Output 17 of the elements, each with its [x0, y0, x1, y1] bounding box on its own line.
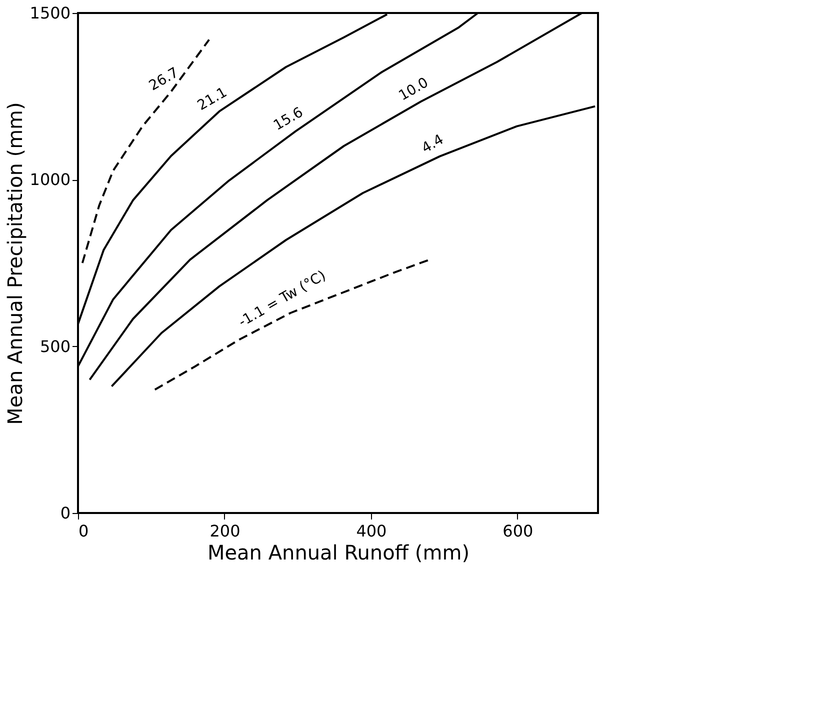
text: -1.1 = Tw (°C)	[236, 268, 329, 331]
y-tick-label: 500	[40, 336, 70, 356]
x-axis-title: Mean Annual Runoff (mm)	[207, 540, 470, 564]
y-tick-label: 1500	[30, 4, 70, 22]
x-tick-label: 200	[210, 522, 240, 540]
text: 26.7	[146, 64, 182, 94]
text: 10.0	[396, 74, 432, 104]
text: 15.6	[271, 104, 306, 134]
text: 21.1	[194, 84, 230, 114]
y-tick-label: 0	[60, 504, 70, 522]
text: 4.4	[419, 132, 447, 157]
x-tick-label: 400	[356, 522, 387, 540]
y-tick-label: 1000	[30, 170, 70, 190]
x-tick-label: 0	[78, 522, 89, 540]
x-tick-label: 600	[502, 522, 534, 540]
y-axis-title: Mean Annual Precipitation (mm)	[2, 102, 27, 425]
line-series	[154, 258, 431, 391]
